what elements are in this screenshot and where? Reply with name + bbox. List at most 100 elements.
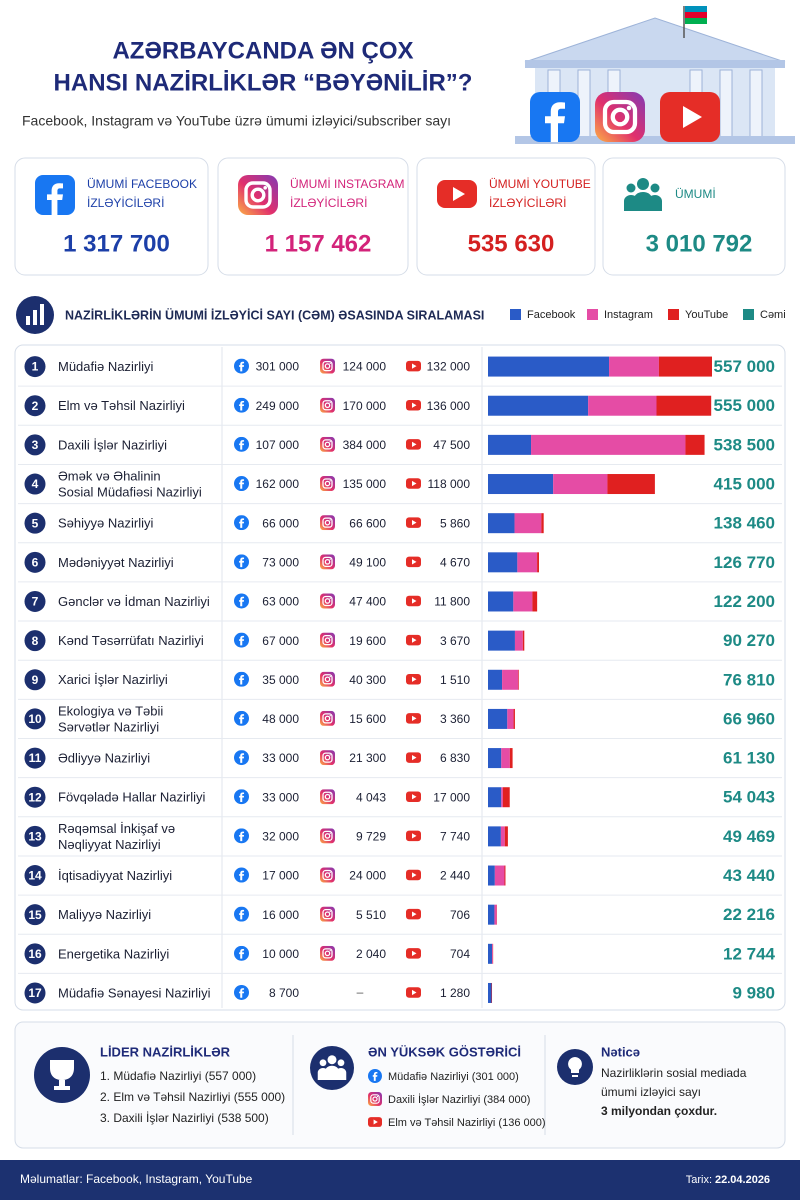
facebook-value: 249 000: [256, 399, 300, 413]
facebook-bar: [488, 434, 532, 455]
total-value: 43 440: [723, 866, 775, 885]
fb-icon: [234, 476, 249, 492]
yt-icon: [406, 908, 421, 920]
youtube-value: 6 830: [440, 751, 470, 765]
yt-icon: [406, 869, 421, 881]
instagram-value: 135 000: [343, 477, 387, 491]
ig-icon: [320, 593, 335, 609]
instagram-bar: [501, 787, 503, 808]
instagram-value: 170 000: [343, 399, 387, 413]
total-value: 66 960: [723, 709, 775, 728]
instagram-bar: [514, 513, 542, 534]
youtube-value: 3 670: [440, 634, 470, 648]
facebook-bar: [488, 748, 502, 769]
facebook-value: 16 000: [262, 908, 299, 922]
facebook-bar: [488, 669, 503, 690]
fb-icon: [368, 1069, 382, 1083]
rank-badge: [24, 904, 46, 926]
yt-icon: [406, 752, 421, 763]
ig-icon: [320, 436, 335, 452]
youtube-bar: [518, 669, 519, 690]
ministry-name: Maliyyə Nazirliyi: [58, 907, 151, 922]
rank: 9: [32, 673, 39, 687]
yt-icon: [406, 399, 421, 411]
youtube-bar: [509, 748, 513, 769]
facebook-value: 301 000: [256, 360, 300, 374]
total-value: 122 200: [714, 592, 775, 611]
ranking-table: [14, 344, 786, 1011]
facebook-value: 17 000: [262, 869, 299, 883]
ministry-name: Sərvətlər Nazirliyi: [58, 719, 159, 734]
total-value: 61 130: [723, 749, 775, 768]
rank: 1: [32, 360, 39, 374]
facebook-value: 33 000: [262, 751, 299, 765]
yt-icon: [406, 634, 421, 646]
facebook-value: 73 000: [262, 555, 299, 569]
fb-icon: [234, 593, 249, 609]
rank-badge: [24, 747, 46, 769]
total-value: 22 216: [723, 905, 775, 924]
instagram-bar: [500, 826, 505, 847]
ig-icon: [320, 554, 335, 570]
ig-icon: [320, 906, 335, 922]
youtube-value: 704: [450, 947, 470, 961]
ministry-name: Rəqəmsal İnkişaf və: [58, 821, 175, 836]
youtube-bar: [537, 552, 539, 573]
instagram-value: 66 600: [349, 516, 386, 530]
section-title: LİDER NAZİRLİKLƏR: [100, 1044, 231, 1059]
facebook-bar: [488, 474, 554, 495]
facebook-bar: [488, 708, 508, 729]
instagram-bar: [507, 708, 514, 729]
facebook-logo: [530, 92, 580, 142]
summary-label: İZLƏYİCİLƏRİ: [489, 196, 566, 210]
legend-swatch: [587, 309, 598, 320]
total-value: 415 000: [714, 475, 775, 494]
total-value: 557 000: [714, 357, 775, 376]
title: AZƏRBAYCANDA ƏN ÇOX: [112, 37, 413, 64]
ministry-name: Xarici İşlər Nazirliyi: [58, 672, 168, 687]
instagram-value: 384 000: [343, 438, 387, 452]
ig-icon: [320, 358, 335, 374]
youtube-bar: [658, 356, 712, 377]
highlights-box: [14, 1021, 786, 1149]
instagram-bar: [553, 474, 608, 495]
youtube-value: 47 500: [433, 438, 470, 452]
rank: 2: [32, 399, 39, 413]
rank: 3: [32, 438, 39, 452]
yt-icon: [406, 360, 421, 372]
facebook-bar: [488, 630, 515, 651]
instagram-bar: [494, 904, 497, 925]
rank: 15: [28, 908, 42, 922]
leader-item: 1. Müdafiə Nazirliyi (557 000): [100, 1069, 256, 1083]
rank-badge: [24, 786, 46, 808]
facebook-bar: [488, 865, 495, 886]
total-value: 126 770: [714, 553, 775, 572]
facebook-value: 48 000: [262, 712, 299, 726]
facebook-bar: [488, 943, 493, 964]
rank-badge: [24, 395, 46, 417]
ministry-name: Ədliyyə Nazirliyi: [58, 751, 150, 766]
ig-icon: [320, 710, 335, 726]
rank: 4: [32, 477, 39, 491]
facebook-value: 63 000: [262, 595, 299, 609]
building-illustration: [515, 6, 795, 144]
rank-badge: [24, 865, 46, 887]
ig-icon: [320, 671, 335, 687]
yt-icon: [406, 713, 421, 724]
instagram-bar: [588, 395, 657, 416]
fb-icon: [234, 789, 249, 805]
total-value: 90 270: [723, 631, 775, 650]
facebook-value: 67 000: [262, 634, 299, 648]
rank-badge: [24, 356, 46, 378]
facebook-bar: [488, 591, 514, 612]
yt-icon: [406, 556, 421, 568]
youtube-bar: [504, 865, 506, 886]
ministry-name: Səhiyyə Nazirliyi: [58, 516, 153, 531]
rank: 17: [28, 986, 42, 1000]
summary-value: 535 630: [468, 230, 555, 257]
footer-date-label: Tarix:: [686, 1174, 712, 1186]
conclusion-line: 3 milyondan çoxdur.: [601, 1104, 717, 1118]
facebook-bar: [488, 356, 610, 377]
instagram-bar: [492, 943, 493, 964]
